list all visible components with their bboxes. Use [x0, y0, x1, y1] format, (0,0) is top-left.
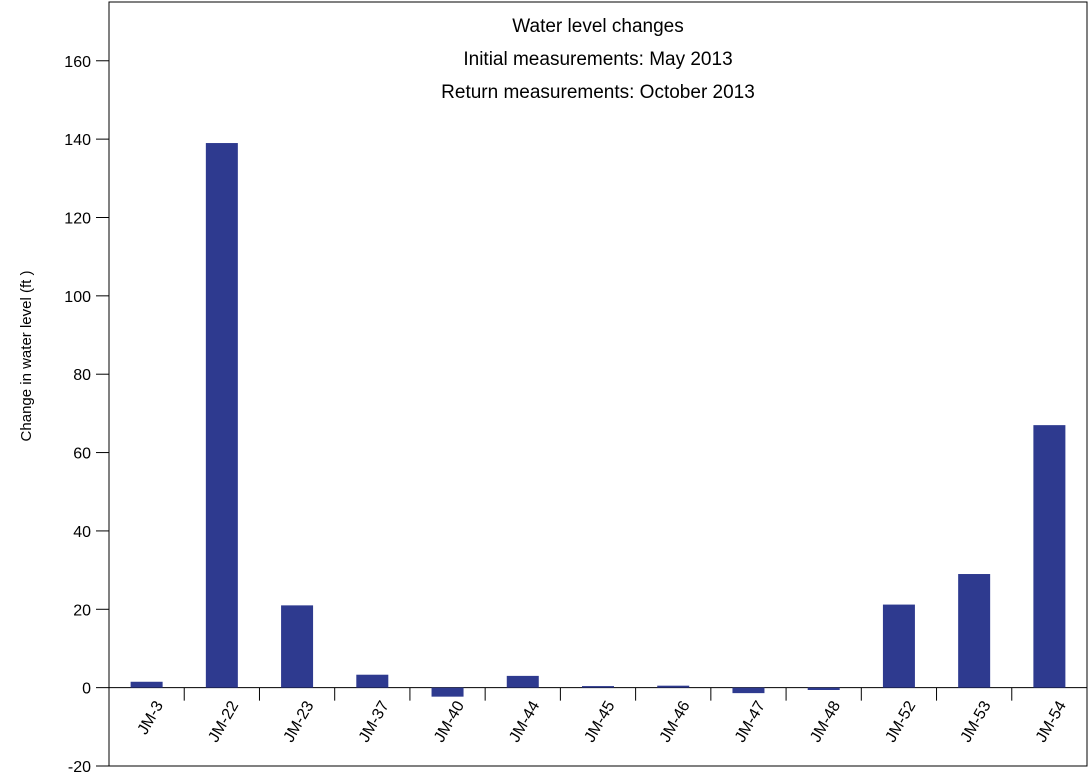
- y-tick-label: 100: [64, 289, 91, 306]
- x-tick-label: JM-44: [506, 698, 543, 745]
- x-tick-label: JM-40: [431, 698, 468, 745]
- x-tick-label: JM-47: [732, 698, 769, 745]
- x-tick-label: JM-23: [281, 698, 318, 745]
- x-tick-label: JM-37: [356, 698, 393, 745]
- bar: [958, 574, 991, 688]
- y-tick-label: 20: [73, 602, 91, 619]
- x-tick-label: JM-54: [1033, 698, 1070, 745]
- chart-title-line-1: Water level changes: [512, 16, 683, 37]
- bar: [582, 686, 614, 688]
- x-tick-label: JM-48: [807, 698, 844, 745]
- plot-frame: [108, 1, 1088, 767]
- bar: [807, 687, 840, 690]
- bar: [732, 687, 765, 694]
- y-tick-label: 120: [64, 210, 91, 227]
- x-tick-label: JM-46: [657, 698, 694, 745]
- y-axis-title: Change in water level (ft ): [18, 271, 35, 442]
- bar: [431, 687, 464, 697]
- y-tick-label: 160: [64, 54, 91, 71]
- bar: [356, 674, 389, 688]
- chart-title-line-2: Initial measurements: May 2013: [463, 49, 732, 70]
- x-tick-label: JM-53: [958, 698, 995, 745]
- x-tick-label: JM-45: [582, 698, 619, 745]
- y-tick-label: 40: [73, 524, 91, 541]
- y-tick-label: 0: [82, 681, 91, 698]
- x-tick-label: JM-52: [882, 698, 919, 745]
- bar: [882, 604, 915, 688]
- chart-title: Water level changes Initial measurements…: [441, 16, 755, 103]
- y-tick-label: 60: [73, 446, 91, 463]
- chart-title-line-3: Return measurements: October 2013: [441, 82, 755, 103]
- plot-area: -20 0 20 40 60 80 100 120 140 160 JM-3 JM-22 JM-23 JM…: [64, 1, 1088, 776]
- bar: [281, 605, 314, 688]
- bar: [1033, 425, 1066, 688]
- x-tick-label: JM-3: [135, 698, 168, 737]
- x-tick-label: JM-22: [205, 698, 242, 745]
- bar: [506, 675, 539, 688]
- bar: [205, 143, 238, 688]
- y-tick-label: 80: [73, 367, 91, 384]
- y-tick-label: -20: [68, 759, 91, 775]
- bar: [130, 681, 163, 688]
- y-tick-label: 140: [64, 132, 91, 149]
- bar: [657, 685, 690, 688]
